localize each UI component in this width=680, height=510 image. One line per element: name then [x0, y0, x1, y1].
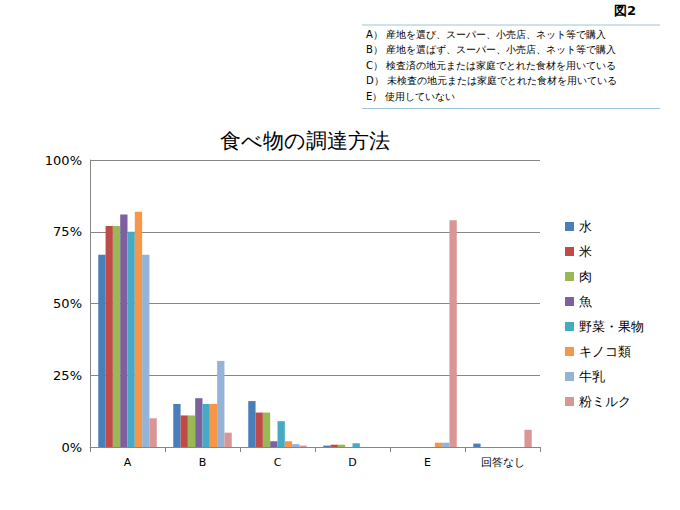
svg-text:粉ミルク: 粉ミルク [579, 394, 631, 409]
svg-text:0%: 0% [61, 440, 82, 455]
svg-text:回答なし: 回答なし [481, 456, 525, 469]
svg-text:水: 水 [579, 219, 592, 234]
svg-text:C: C [274, 456, 282, 469]
svg-text:E） 使用していない: E） 使用していない [366, 91, 456, 102]
svg-text:E: E [424, 456, 431, 469]
svg-text:魚: 魚 [579, 294, 592, 309]
svg-text:図2: 図2 [614, 3, 636, 18]
svg-text:C） 検査済の地元または家庭でとれた食材を用いている: C） 検査済の地元または家庭でとれた食材を用いている [366, 60, 616, 71]
svg-text:D: D [348, 456, 356, 469]
svg-text:肉: 肉 [579, 269, 592, 284]
svg-text:食べ物の調達方法: 食べ物の調達方法 [220, 129, 390, 153]
svg-text:25%: 25% [53, 368, 82, 383]
svg-text:A） 産地を選び、スーパー、小売店、ネット等で購入: A） 産地を選び、スーパー、小売店、ネット等で購入 [366, 29, 606, 40]
svg-text:A: A [124, 456, 132, 469]
svg-text:50%: 50% [53, 296, 82, 311]
svg-text:100%: 100% [45, 153, 82, 168]
svg-text:牛乳: 牛乳 [579, 369, 605, 384]
svg-text:D） 未検査の地元または家庭でとれた食材を用いている: D） 未検査の地元または家庭でとれた食材を用いている [366, 75, 617, 86]
svg-text:キノコ類: キノコ類 [579, 344, 631, 359]
svg-text:B: B [199, 456, 207, 469]
svg-text:米: 米 [579, 244, 592, 259]
svg-text:B） 産地を選ばず、スーパー、小売店、ネット等で購入: B） 産地を選ばず、スーパー、小売店、ネット等で購入 [366, 44, 616, 56]
svg-text:75%: 75% [53, 224, 82, 239]
svg-text:野菜・果物: 野菜・果物 [579, 319, 644, 334]
